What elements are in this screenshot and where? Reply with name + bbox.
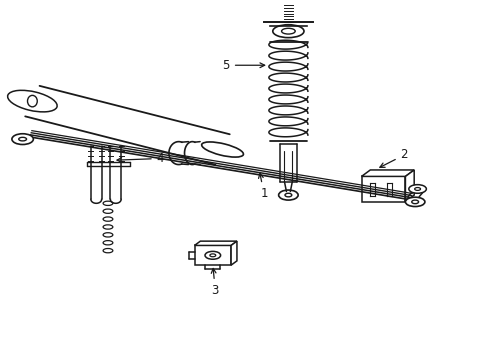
Text: 4: 4 [117,152,164,165]
Ellipse shape [408,185,426,193]
Text: 5: 5 [222,59,264,72]
Ellipse shape [204,251,220,259]
Ellipse shape [19,137,26,141]
Ellipse shape [201,142,243,157]
Ellipse shape [209,254,215,257]
Polygon shape [361,170,413,176]
Ellipse shape [411,200,418,204]
Polygon shape [405,170,413,202]
Text: 1: 1 [258,173,267,200]
Ellipse shape [12,134,33,144]
Polygon shape [361,176,405,202]
Text: 2: 2 [379,148,407,167]
Ellipse shape [414,188,420,190]
Polygon shape [194,246,231,265]
Text: 3: 3 [211,269,219,297]
Polygon shape [231,241,237,265]
Ellipse shape [8,90,57,112]
Polygon shape [194,241,237,246]
Ellipse shape [12,94,53,109]
Ellipse shape [405,197,424,207]
Ellipse shape [27,95,37,107]
